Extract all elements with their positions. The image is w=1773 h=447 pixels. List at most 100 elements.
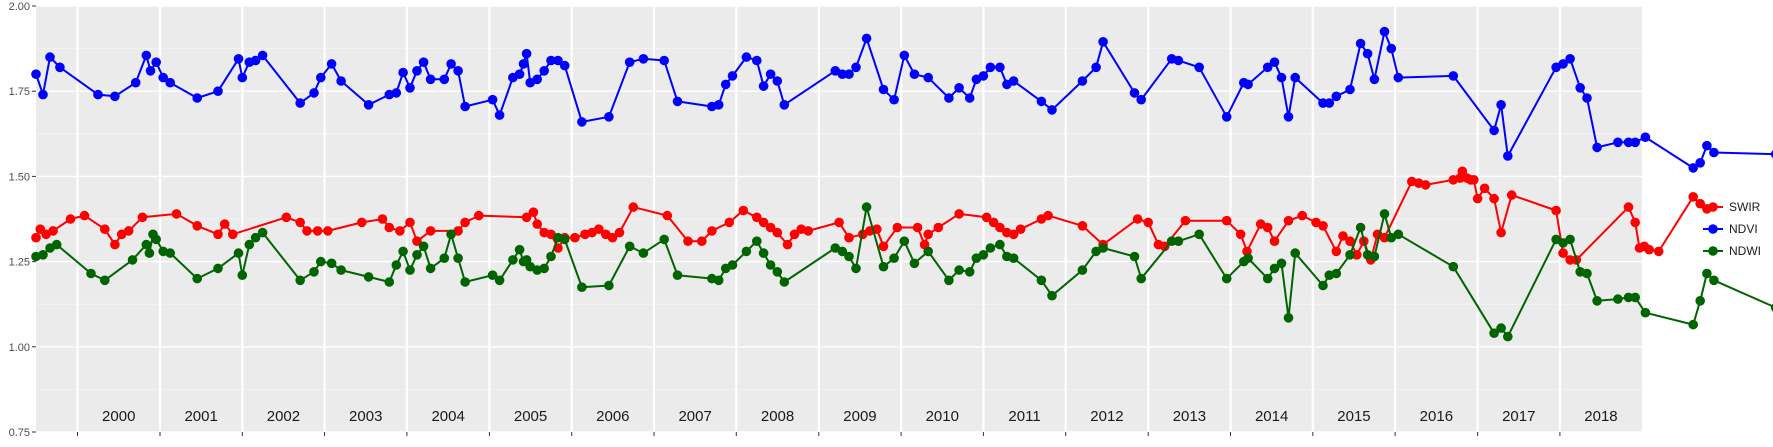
data-point-swir <box>213 229 223 240</box>
data-point-swir <box>192 221 202 231</box>
data-point-ndwi <box>1173 236 1184 246</box>
data-point-swir <box>878 241 889 252</box>
data-point-ndvi <box>1575 83 1585 93</box>
data-point-ndwi <box>1640 307 1651 318</box>
data-point-swir <box>1457 166 1468 177</box>
data-point-swir <box>1479 183 1490 194</box>
data-point-ndwi <box>100 275 110 286</box>
data-point-ndwi <box>165 248 175 258</box>
data-point-ndvi <box>889 94 899 105</box>
data-point-ndvi <box>553 55 563 66</box>
data-point-swir <box>1472 193 1483 204</box>
data-point-ndvi <box>1630 137 1640 148</box>
data-point-ndwi <box>1448 261 1459 272</box>
legend-label: NDWI <box>1729 244 1761 258</box>
data-point-ndwi <box>1098 243 1108 253</box>
data-point-swir <box>1043 210 1053 221</box>
data-point-swir <box>1653 246 1664 257</box>
data-point-ndvi <box>1290 72 1300 83</box>
data-point-ndvi <box>1008 76 1019 86</box>
data-point-swir <box>1283 215 1294 226</box>
data-point-ndvi <box>1496 100 1506 110</box>
data-point-ndvi <box>624 57 635 67</box>
data-point-ndvi <box>130 77 141 88</box>
data-point-ndwi <box>398 246 408 257</box>
data-point-ndvi <box>1129 88 1140 98</box>
data-point-ndvi <box>1324 98 1335 108</box>
data-point-ndwi <box>1688 319 1698 330</box>
data-point-ndwi <box>233 248 244 258</box>
year-label: 2017 <box>1502 408 1535 425</box>
data-point-ndvi <box>985 62 996 73</box>
data-point-ndwi <box>713 275 724 286</box>
data-point-ndwi <box>844 251 854 262</box>
legend-label: SWIR <box>1729 200 1761 214</box>
year-label: 2014 <box>1255 408 1288 425</box>
data-point-swir <box>405 217 415 228</box>
data-point-ndvi <box>398 67 408 78</box>
data-point-ndwi <box>1355 222 1366 233</box>
data-point-swir <box>1379 232 1390 243</box>
data-point-ndwi <box>86 268 96 279</box>
data-point-swir <box>1469 175 1479 185</box>
year-label: 2005 <box>514 408 547 425</box>
data-point-swir <box>281 212 292 223</box>
data-point-ndwi <box>141 239 152 250</box>
data-point-swir <box>65 214 76 224</box>
data-point-ndvi <box>752 55 762 66</box>
data-point-swir <box>1630 217 1640 228</box>
data-point-swir <box>1297 210 1307 221</box>
data-point-ndwi <box>487 270 498 281</box>
data-point-ndvi <box>1098 37 1108 47</box>
data-point-ndvi <box>1243 79 1253 90</box>
data-point-swir <box>1506 190 1517 200</box>
data-point-ndwi <box>899 236 910 246</box>
data-point-ndwi <box>964 267 975 277</box>
series-ndvi <box>31 26 1773 173</box>
data-point-ndvi <box>1592 142 1602 153</box>
data-point-ndwi <box>985 243 996 253</box>
data-point-ndvi <box>1640 132 1651 142</box>
data-point-ndvi <box>727 71 738 81</box>
data-point-swir <box>1221 215 1232 226</box>
data-point-ndvi <box>487 94 498 105</box>
data-point-swir <box>528 207 539 217</box>
data-point-swir <box>607 232 618 243</box>
data-point-ndwi <box>1503 331 1513 342</box>
data-point-ndwi <box>559 234 570 245</box>
data-point-swir <box>738 205 749 216</box>
data-point-ndwi <box>1695 296 1705 306</box>
data-point-ndvi <box>1489 125 1499 136</box>
data-point-swir <box>1331 246 1342 257</box>
data-point-ndvi <box>521 48 532 59</box>
data-point-swir <box>1420 180 1431 190</box>
data-point-swir <box>1623 202 1634 212</box>
data-point-ndwi <box>1565 234 1575 245</box>
data-point-ndwi <box>1221 273 1232 284</box>
data-point-swir <box>1551 205 1561 216</box>
data-point-ndvi <box>878 84 889 95</box>
data-point-ndwi <box>453 253 463 263</box>
data-point-ndwi <box>765 260 776 270</box>
data-point-ndwi <box>1709 275 1719 286</box>
year-label: 2015 <box>1337 408 1370 425</box>
legend-marker <box>1708 224 1718 234</box>
data-point-ndwi <box>51 239 62 250</box>
data-point-swir <box>384 222 395 233</box>
data-point-ndwi <box>624 241 635 252</box>
data-point-swir <box>923 229 933 240</box>
data-point-swir <box>1159 241 1170 252</box>
data-point-ndwi <box>151 234 161 245</box>
data-point-ndvi <box>741 52 752 62</box>
data-point-ndwi <box>336 265 346 275</box>
series-ndwi <box>31 202 1773 342</box>
year-label: 2016 <box>1420 408 1453 425</box>
data-point-swir <box>683 236 693 246</box>
data-point-ndwi <box>1369 251 1380 262</box>
data-point-swir <box>474 210 484 221</box>
data-point-swir <box>772 227 783 238</box>
data-point-ndvi <box>250 55 261 66</box>
data-point-ndvi <box>1036 96 1047 107</box>
y-tick-label: 2.00 <box>9 1 30 13</box>
data-point-ndwi <box>439 253 450 263</box>
